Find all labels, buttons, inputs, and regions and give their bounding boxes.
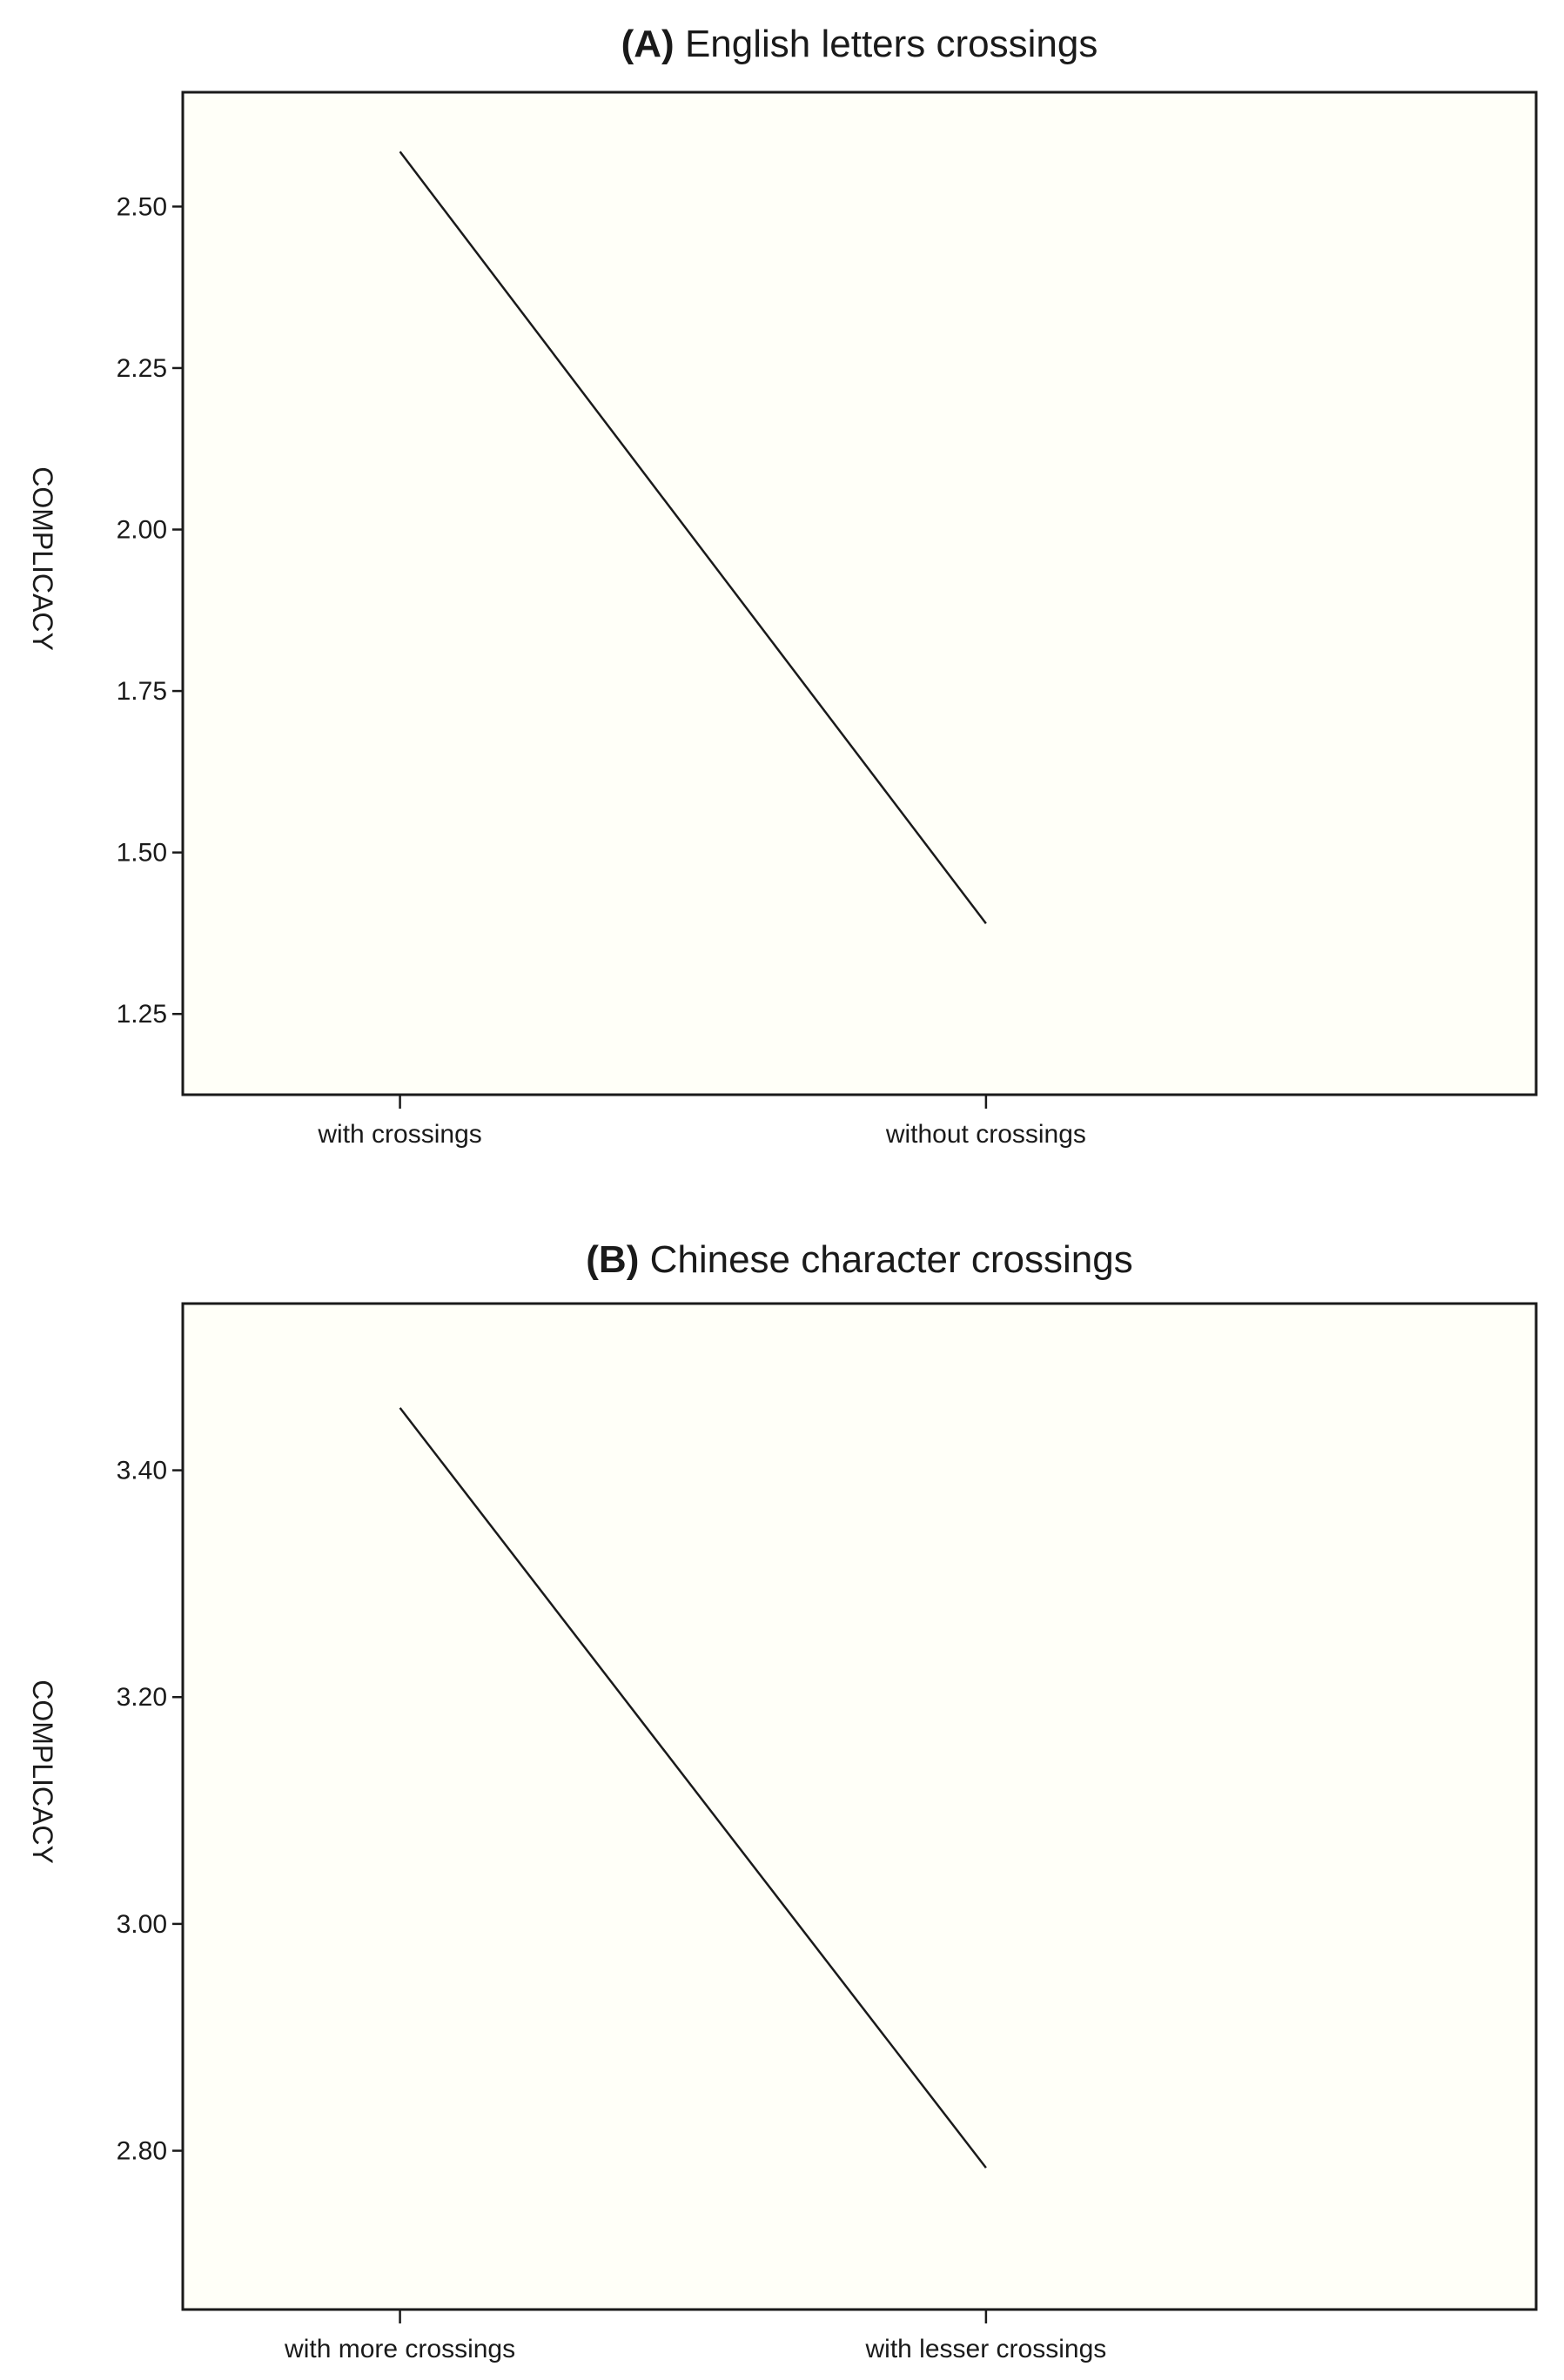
x-tick-label-a-1: without crossings (885, 1120, 1086, 1149)
y-axis-label-b: COMPLICACY (27, 1679, 58, 1864)
y-axis-label-a: COMPLICACY (27, 466, 58, 651)
chart-title-prefix-b: (B) (586, 1238, 639, 1281)
plot-area-a (181, 91, 1538, 1096)
chart-title-prefix-a: (A) (621, 23, 675, 65)
y-tick-label-b-2: 3.20 (117, 1683, 167, 1712)
chart-title-text-b: Chinese character crossings (639, 1238, 1132, 1281)
y-tick-label-a-4: 2.25 (117, 354, 167, 383)
series-line-a-0 (399, 151, 987, 925)
y-tick-label-a-3: 2.00 (117, 516, 167, 545)
chart-title-a: (A) English letters crossings (621, 23, 1098, 65)
x-tick-label-b-0: with more crossings (284, 2335, 515, 2363)
y-tick-label-b-0: 2.80 (117, 2137, 167, 2166)
x-tick-label-b-1: with lesser crossings (865, 2335, 1107, 2363)
y-tick-label-b-3: 3.40 (117, 1457, 167, 1485)
y-tick-label-a-0: 1.25 (117, 1000, 167, 1029)
y-tick-label-a-5: 2.50 (117, 192, 167, 221)
y-tick-label-a-1: 1.50 (117, 839, 167, 868)
chart-panel-b: (B) Chinese character crossings COMPLICAC… (27, 1238, 1538, 2363)
chart-title-b: (B) Chinese character crossings (586, 1238, 1132, 1281)
y-tick-label-a-2: 1.75 (117, 677, 167, 706)
chart-title-text-a: English letters crossings (675, 23, 1098, 65)
chart-panel-a: (A) English letters crossings COMPLICACY 1… (27, 23, 1538, 1149)
y-tick-label-b-1: 3.00 (117, 1910, 167, 1939)
series-line-b-0 (399, 1407, 987, 2169)
plot-area-b (181, 1302, 1538, 2311)
x-tick-label-a-0: with crossings (317, 1120, 481, 1149)
